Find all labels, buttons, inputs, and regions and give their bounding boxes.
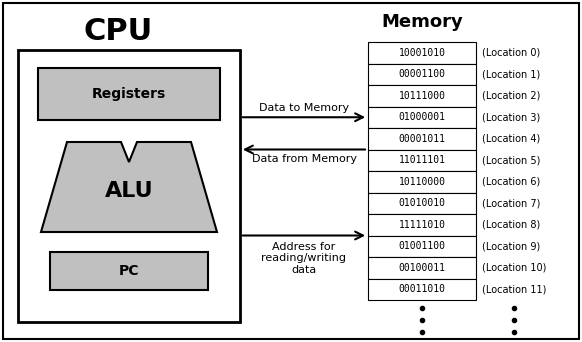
Bar [368, 171, 476, 193]
Text: 11011101: 11011101 [399, 155, 445, 165]
Text: ALU: ALU [105, 181, 153, 201]
Bar [368, 128, 476, 149]
Text: CPU: CPU [83, 17, 152, 47]
Text: 01010010: 01010010 [399, 198, 445, 208]
Text: Address for
reading/writing
data: Address for reading/writing data [261, 241, 346, 275]
Text: (Location 1): (Location 1) [482, 69, 540, 79]
Text: 10001010: 10001010 [399, 48, 445, 58]
Text: (Location 6): (Location 6) [482, 177, 540, 187]
Bar [368, 64, 476, 85]
Text: Memory: Memory [381, 13, 463, 31]
Text: (Location 9): (Location 9) [482, 241, 540, 251]
Bar [368, 42, 476, 64]
Bar [368, 278, 476, 300]
Text: 00001100: 00001100 [399, 69, 445, 79]
Text: 11111010: 11111010 [399, 220, 445, 230]
Text: (Location 0): (Location 0) [482, 48, 540, 58]
Text: (Location 7): (Location 7) [482, 198, 540, 208]
Text: 00011010: 00011010 [399, 284, 445, 294]
Bar [368, 214, 476, 236]
Text: (Location 11): (Location 11) [482, 284, 546, 294]
Text: Data from Memory: Data from Memory [251, 154, 357, 163]
Bar [368, 149, 476, 171]
Text: (Location 4): (Location 4) [482, 134, 540, 144]
Text: PC: PC [119, 264, 139, 278]
Text: (Location 10): (Location 10) [482, 263, 546, 273]
Bar [368, 106, 476, 128]
Bar [50, 252, 208, 290]
Text: Data to Memory: Data to Memory [259, 103, 349, 113]
Text: 01000001: 01000001 [399, 112, 445, 122]
Text: (Location 8): (Location 8) [482, 220, 540, 230]
Text: 10111000: 10111000 [399, 91, 445, 101]
Bar [368, 85, 476, 106]
Text: 01001100: 01001100 [399, 241, 445, 251]
Bar [18, 50, 240, 322]
Bar [38, 68, 220, 120]
Text: 10110000: 10110000 [399, 177, 445, 187]
Text: (Location 2): (Location 2) [482, 91, 540, 101]
Polygon shape [41, 142, 217, 232]
Text: (Location 5): (Location 5) [482, 155, 540, 165]
Bar [368, 193, 476, 214]
Text: 00100011: 00100011 [399, 263, 445, 273]
Text: Registers: Registers [92, 87, 166, 101]
Text: (Location 3): (Location 3) [482, 112, 540, 122]
Bar [368, 236, 476, 257]
Text: 00001011: 00001011 [399, 134, 445, 144]
Bar [368, 257, 476, 278]
